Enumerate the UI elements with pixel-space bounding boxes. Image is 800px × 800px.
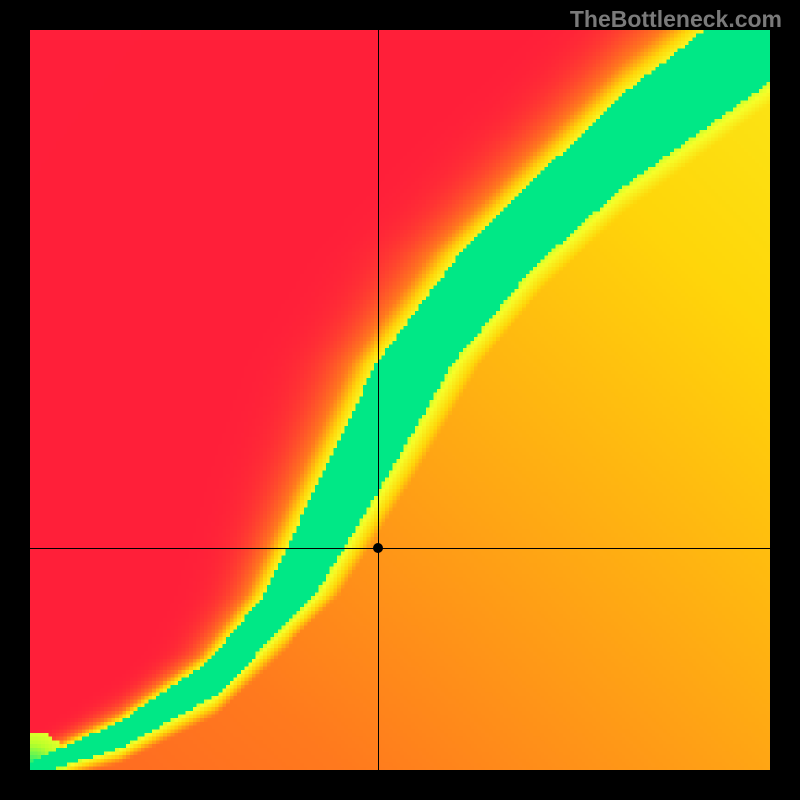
heatmap-canvas <box>30 30 770 770</box>
plot-area <box>30 30 770 770</box>
chart-container: TheBottleneck.com <box>0 0 800 800</box>
crosshair-marker[interactable] <box>373 543 383 553</box>
watermark-text: TheBottleneck.com <box>570 6 782 33</box>
crosshair-horizontal <box>30 548 770 549</box>
crosshair-vertical <box>378 30 379 770</box>
